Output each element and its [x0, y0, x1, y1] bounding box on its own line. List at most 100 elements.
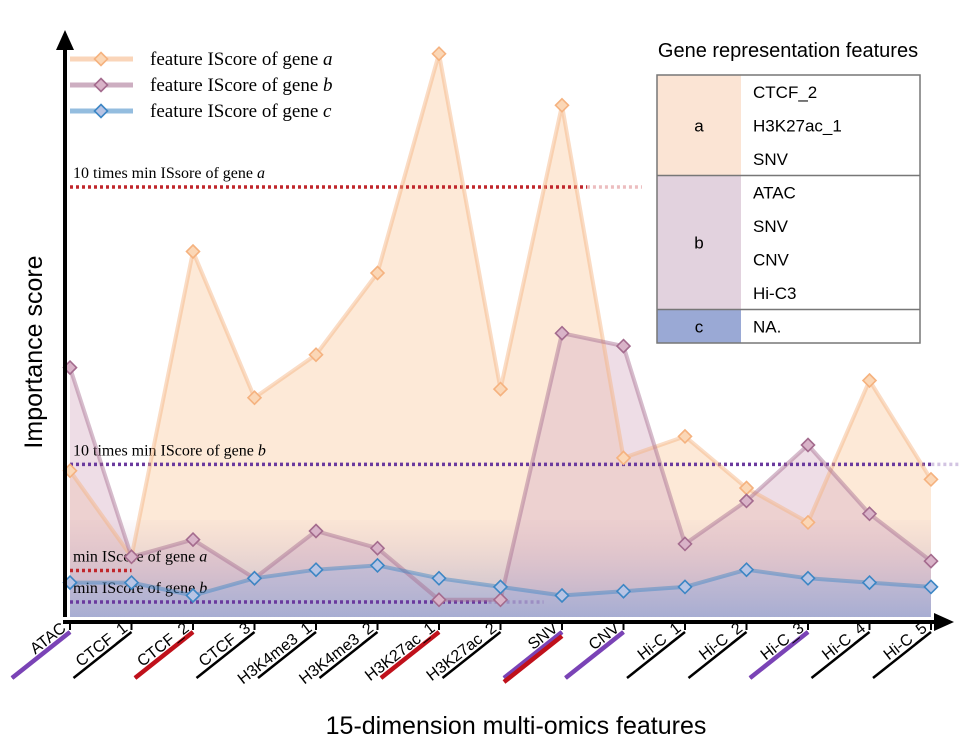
y-axis-arrow [56, 30, 74, 50]
x-tick-labels: ATAC CTCF_1 CTCF_2 CTCF_3H3K4me3_1H3K4me3_2… [10, 620, 932, 688]
marker-gene-c-Hi-C_3 [800, 570, 816, 586]
x-tick-highlight [502, 634, 564, 684]
x-tick-baseline [626, 631, 686, 679]
reference-label-2: 10 times min IScore of gene b [73, 442, 266, 459]
marker-gene-b-H3K27ac_2 [492, 592, 509, 608]
table-feature-label: SNV [753, 150, 789, 169]
marker-gene-a-H3K4me3_2 [369, 265, 386, 281]
marker-gene-c-Hi-C_4 [861, 574, 878, 591]
marker-gene-a-H3K27ac_1 [431, 46, 447, 62]
marker-gene-c-Hi-C_1 [677, 579, 693, 595]
marker-gene-b-CTCF_2 [185, 531, 201, 548]
marker-gene-a-Hi-C_4 [861, 372, 878, 389]
marker-gene-b-CNV [615, 338, 632, 354]
x-tick-highlight [379, 630, 441, 680]
x-tick-highlight [748, 630, 810, 680]
x-tick-highlight [564, 630, 625, 680]
x-tick-baseline [72, 631, 133, 679]
marker-gene-a-Hi-C_3 [800, 514, 816, 531]
x-tick-baseline [257, 631, 317, 679]
marker-gene-c-CTCF_2 [185, 587, 201, 604]
marker-gene-b-H3K27ac_1 [431, 592, 447, 608]
marker-gene-c-SNV [554, 587, 570, 604]
x-tick-label: CTCF_3 [196, 620, 254, 671]
x-tick-highlight [10, 630, 72, 680]
table-gene-label: c [695, 317, 704, 336]
table-gene-label: a [694, 116, 704, 135]
marker-gene-b-Hi-C_5 [923, 553, 939, 569]
table-gene-cell-c [657, 309, 741, 343]
marker-gene-a-CTCF_3 [246, 390, 263, 406]
x-tick-baseline [195, 631, 256, 679]
marker-gene-c-H3K4me3_1 [308, 562, 324, 578]
table-feature-label: Hi-C3 [753, 284, 796, 303]
x-tick-baseline [872, 631, 932, 679]
marker-gene-b-CTCF_1 [123, 549, 140, 565]
marker-gene-c-Hi-C_5 [923, 579, 939, 595]
table-feature-label: H3K27ac_1 [753, 117, 842, 136]
table-gene-cell-a [657, 75, 741, 176]
x-axis-label: 15-dimension multi-omics features [326, 712, 707, 740]
marker-gene-a-H3K4me3_1 [308, 347, 324, 363]
x-tick-label: Hi-C_4 [819, 620, 869, 664]
marker-gene-c-Hi-C_2 [738, 562, 755, 578]
table-feature-label: NA. [753, 318, 781, 337]
table-feature-label: SNV [753, 217, 789, 236]
legend-label-gene-c: feature IScore of gene c [150, 101, 332, 122]
marker-gene-c-CNV [615, 583, 632, 599]
x-tick-label: CTCF_2 [134, 620, 192, 671]
x-tick-label: Hi-C_1 [635, 620, 685, 664]
marker-gene-a-CTCF_2 [185, 243, 201, 260]
table-feature-label: CTCF_2 [753, 83, 817, 102]
marker-gene-c-H3K27ac_1 [431, 570, 447, 586]
reference-lines: 10 times min ISsore of gene a 10 times mi… [70, 165, 961, 604]
legend: feature IScore of gene a feature IScore o… [70, 49, 333, 122]
area-gene-a [70, 53, 931, 617]
reference-label-3: min IScore of gene a [73, 549, 207, 566]
marker-gene-b-H3K4me3_1 [308, 523, 324, 539]
legend-marker-gene-c [93, 103, 109, 119]
table-border [656, 74, 921, 344]
series-markers [62, 46, 939, 608]
x-tick-label: Hi-C_3 [758, 620, 808, 664]
table-feature-label: CNV [753, 251, 790, 270]
marker-gene-b-SNV [554, 325, 570, 341]
marker-gene-c-CTCF_1 [123, 574, 140, 591]
x-tick-baseline [441, 631, 502, 679]
marker-gene-b-Hi-C_3 [800, 437, 816, 453]
x-tick-label: CTCF_1 [73, 620, 131, 671]
marker-gene-c-H3K27ac_2 [492, 579, 509, 595]
marker-gene-a-Hi-C_5 [923, 471, 939, 488]
x-axis-arrow [934, 613, 954, 631]
table-gene-label: b [694, 234, 703, 253]
x-tick-label: Hi-C_2 [696, 620, 746, 664]
marker-gene-b-Hi-C_1 [677, 536, 693, 552]
legend-marker-gene-b [93, 77, 109, 93]
marker-gene-a-SNV [554, 97, 570, 113]
table-feature-label: ATAC [753, 184, 796, 203]
legend-label-gene-b: feature IScore of gene b [150, 75, 333, 96]
x-tick-label: Hi-C_5 [881, 620, 931, 664]
x-tick-highlight [133, 630, 195, 680]
table-title: Gene representation features [658, 40, 918, 62]
legend-marker-gene-a [93, 51, 109, 67]
x-tick-baseline [810, 631, 871, 679]
series-areas [70, 53, 931, 617]
reference-label-1: 10 times min ISsore of gene a [73, 165, 265, 182]
y-axis-label: Importance score [20, 255, 48, 448]
marker-gene-c-CTCF_3 [246, 570, 263, 586]
x-tick-baseline [318, 631, 379, 679]
reference-label-4: min IScore of gene b [73, 580, 207, 597]
marker-gene-a-Hi-C_1 [677, 428, 693, 445]
marker-gene-a-CNV [615, 450, 632, 466]
x-tick-baseline [687, 631, 748, 679]
table-gene-cell-b [657, 175, 741, 310]
marker-gene-b-H3K4me3_2 [369, 540, 386, 556]
marker-gene-c-H3K4me3_2 [369, 557, 386, 574]
legend-label-gene-a: feature IScore of gene a [150, 49, 333, 70]
marker-gene-b-Hi-C_4 [861, 506, 878, 522]
x-tick-highlight [502, 630, 564, 680]
marker-gene-a-H3K27ac_2 [492, 381, 509, 397]
gene-feature-table: Gene representation features a CTCF_2 H3K2… [656, 40, 921, 344]
